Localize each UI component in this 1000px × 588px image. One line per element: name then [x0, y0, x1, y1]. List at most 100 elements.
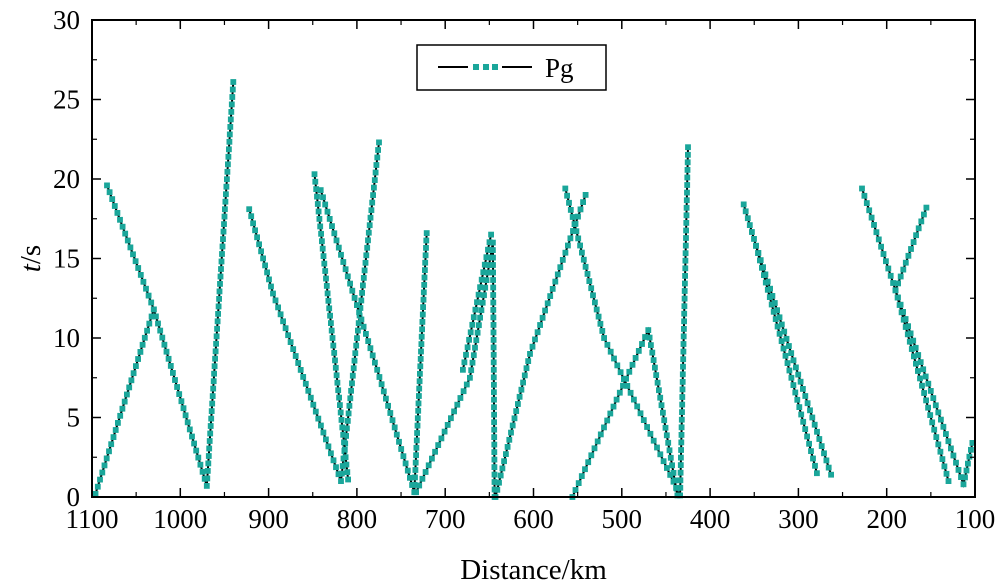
data-point-pg	[174, 384, 180, 390]
data-point-pg	[629, 361, 636, 368]
data-point-pg	[557, 264, 564, 271]
data-point-pg	[221, 221, 227, 227]
data-point-pg	[340, 259, 347, 265]
data-point-pg	[104, 182, 110, 189]
data-point-pg	[681, 295, 688, 302]
data-point-pg	[660, 409, 666, 416]
data-point-pg	[958, 474, 964, 480]
data-point-pg	[117, 412, 124, 419]
data-point-pg	[661, 417, 668, 424]
data-point-pg	[770, 308, 777, 315]
data-point-pg	[778, 338, 785, 344]
data-point-pg	[572, 487, 579, 493]
data-point-pg	[684, 182, 691, 188]
data-point-pg	[206, 438, 213, 444]
data-point-pg	[490, 292, 497, 298]
data-point-pg	[331, 230, 338, 237]
data-point-pg	[542, 307, 548, 314]
data-point-pg	[657, 451, 664, 458]
data-point-pg	[896, 302, 903, 308]
data-point-pg	[875, 236, 882, 243]
data-point-pg	[892, 287, 899, 294]
data-point-pg	[347, 280, 353, 287]
data-point-pg	[419, 326, 425, 333]
data-point-pg	[965, 460, 971, 467]
data-point-pg	[490, 284, 497, 291]
data-point-pg	[755, 250, 761, 256]
data-point-pg	[679, 394, 686, 400]
data-point-pg	[157, 327, 164, 334]
y-axis-title-unit: /s	[15, 245, 47, 264]
y-tick-label: 10	[53, 323, 80, 353]
data-point-pg	[222, 198, 229, 205]
data-point-pg	[623, 375, 629, 382]
data-point-pg	[121, 398, 128, 405]
data-point-pg	[768, 301, 775, 308]
data-point-pg	[415, 407, 422, 414]
data-point-pg	[371, 184, 377, 191]
data-point-pg	[419, 311, 426, 318]
data-point-pg	[211, 370, 217, 377]
data-point-pg	[130, 251, 136, 258]
data-point-pg	[272, 297, 279, 304]
data-point-pg	[280, 318, 286, 325]
data-point-pg	[808, 448, 814, 454]
data-point-pg	[798, 411, 805, 418]
data-point-pg	[457, 395, 464, 401]
data-point-pg	[218, 266, 224, 272]
data-point-pg	[371, 177, 378, 183]
data-point-pg	[490, 314, 497, 321]
data-point-pg	[490, 269, 496, 276]
data-point-pg	[210, 378, 217, 385]
data-point-pg	[683, 212, 690, 219]
data-point-pg	[683, 204, 690, 211]
data-point-pg	[302, 380, 309, 387]
x-tick-label: 700	[425, 504, 466, 534]
data-point-pg	[167, 363, 174, 369]
data-point-pg	[681, 326, 687, 332]
data-point-pg	[515, 401, 521, 407]
data-point-pg	[682, 265, 689, 272]
data-point-pg	[678, 454, 684, 461]
data-point-pg	[363, 331, 369, 337]
data-point-pg	[490, 322, 497, 328]
data-point-pg	[421, 282, 428, 288]
data-point-pg	[161, 341, 168, 348]
data-point-pg	[203, 483, 210, 489]
data-point-pg	[771, 300, 778, 306]
data-point-pg	[604, 417, 611, 424]
data-point-pg	[759, 264, 765, 271]
data-point-pg	[684, 167, 691, 173]
data-point-pg	[130, 370, 137, 377]
data-point-pg	[776, 330, 783, 337]
data-point-pg	[372, 169, 379, 176]
data-point-pg	[338, 417, 345, 423]
data-point-pg	[132, 258, 139, 265]
data-point-pg	[425, 462, 432, 469]
data-point-pg	[312, 178, 319, 185]
data-point-pg	[645, 327, 652, 333]
data-point-pg	[195, 454, 202, 461]
data-point-pg	[320, 253, 327, 259]
data-point-pg	[345, 410, 352, 417]
data-point-pg	[122, 230, 129, 237]
data-point-pg	[577, 242, 583, 249]
data-point-pg	[823, 457, 830, 464]
data-point-pg	[491, 396, 497, 403]
data-point-pg	[490, 262, 496, 268]
data-point-pg	[413, 452, 419, 459]
data-point-pg	[486, 239, 493, 246]
data-point-pg	[800, 418, 807, 425]
data-point-pg	[774, 323, 781, 330]
data-point-pg	[491, 456, 498, 463]
data-point-pg	[895, 280, 901, 287]
data-point-pg	[417, 363, 424, 370]
data-point-pg	[380, 388, 387, 395]
data-point-pg	[184, 419, 191, 426]
data-point-pg	[417, 356, 424, 362]
data-point-pg	[314, 201, 321, 207]
data-point-pg	[887, 272, 894, 279]
data-point-pg	[209, 400, 216, 407]
data-point-pg	[908, 246, 914, 252]
data-point-pg	[139, 341, 146, 348]
